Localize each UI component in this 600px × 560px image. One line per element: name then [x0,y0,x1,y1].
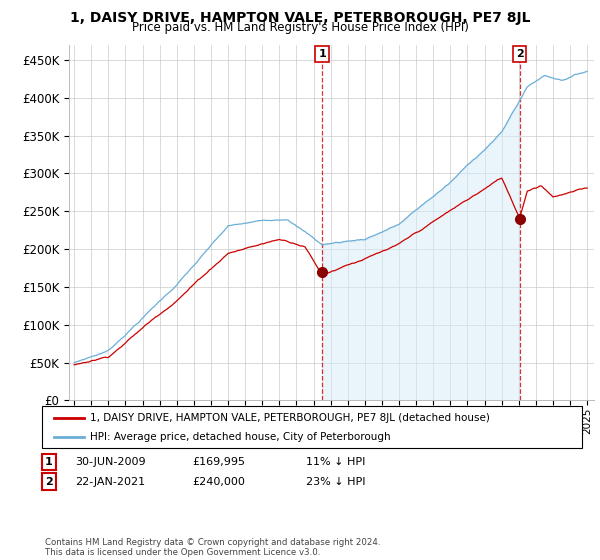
Text: 23% ↓ HPI: 23% ↓ HPI [306,477,365,487]
Text: 22-JAN-2021: 22-JAN-2021 [75,477,145,487]
Text: 1: 1 [318,49,326,59]
Text: Price paid vs. HM Land Registry's House Price Index (HPI): Price paid vs. HM Land Registry's House … [131,21,469,34]
Text: 2: 2 [516,49,523,59]
Text: 11% ↓ HPI: 11% ↓ HPI [306,457,365,467]
Text: 1, DAISY DRIVE, HAMPTON VALE, PETERBOROUGH, PE7 8JL (detached house): 1, DAISY DRIVE, HAMPTON VALE, PETERBOROU… [90,413,490,423]
Text: 1, DAISY DRIVE, HAMPTON VALE, PETERBOROUGH, PE7 8JL: 1, DAISY DRIVE, HAMPTON VALE, PETERBOROU… [70,11,530,25]
Text: £169,995: £169,995 [192,457,245,467]
Text: Contains HM Land Registry data © Crown copyright and database right 2024.
This d: Contains HM Land Registry data © Crown c… [45,538,380,557]
Text: 30-JUN-2009: 30-JUN-2009 [75,457,146,467]
Text: 1: 1 [45,457,53,467]
Text: 2: 2 [45,477,53,487]
Text: £240,000: £240,000 [192,477,245,487]
Text: HPI: Average price, detached house, City of Peterborough: HPI: Average price, detached house, City… [90,432,391,442]
